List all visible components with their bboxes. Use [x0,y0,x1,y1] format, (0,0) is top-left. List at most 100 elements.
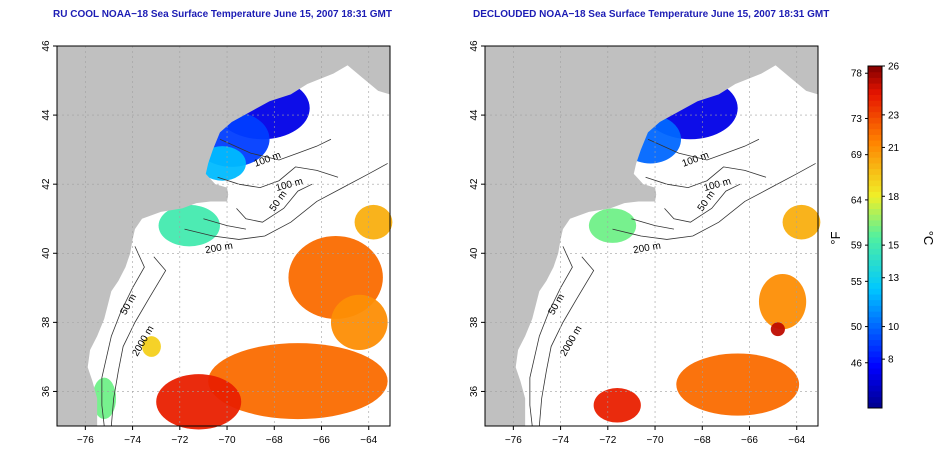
isobath-contour [184,163,388,240]
isobath-contour [631,218,675,230]
sst-patch [156,374,242,430]
contour-label: 200 m [632,241,661,257]
isobath-contour [538,256,595,427]
colorbar-segment [868,362,882,369]
sst-patch [208,343,388,420]
plot-frame [484,45,819,427]
celsius-tick-label: 26 [888,62,900,73]
colorbar-segment [868,168,882,175]
colorbar-segment [868,311,882,318]
sst-patch [758,274,807,330]
isobath-contour [110,256,167,427]
y-tick-label: 44 [41,109,52,121]
fahrenheit-tick-label: 69 [851,150,863,161]
colorbar-segment [868,390,882,398]
sst-patch [676,353,800,416]
sst-patch [354,204,393,240]
y-tick-label: 40 [41,247,52,259]
colorbar-segment [868,345,882,352]
x-tick-label: −74 [124,435,141,446]
colorbar-segment [868,145,882,152]
nova-scotia-land [338,46,390,95]
x-tick-label: −72 [599,435,616,446]
colorbar-segment [868,191,882,198]
colorbar-segment [868,385,882,392]
colorbar-segment [868,174,882,181]
colorbar-segment [868,185,882,192]
x-tick-label: −64 [360,435,377,446]
colorbar-segment [868,351,882,358]
x-tick-label: −68 [694,435,711,446]
left-map-panel: 100 m 100 m 50 m 200 m 50 m 2000 m −76 −74 −72 −7… [41,40,393,446]
colorbar-segment [868,111,882,118]
celsius-tick-label: 23 [888,110,900,121]
y-tick-label: 38 [469,316,480,328]
colorbar-segment [868,71,882,78]
sst-patch [593,388,641,423]
colorbar-segment [868,282,882,289]
colorbar-segment [868,123,882,130]
fahrenheit-tick-label: 78 [851,69,863,80]
x-tick-label: −68 [266,435,283,446]
x-tick-label: −72 [171,435,188,446]
plot-frame [56,45,391,427]
colorbar-segment [868,105,882,113]
colorbar-segment [868,162,882,170]
colorbar-segment [868,248,882,255]
fahrenheit-tick-label: 59 [851,241,863,252]
colorbar-segment [868,356,882,363]
colorbar-segment [868,299,882,306]
y-tick-label: 42 [41,178,52,190]
x-tick-label: −74 [552,435,569,446]
celsius-tick-label: 18 [888,192,900,203]
colorbar-segment [868,77,882,84]
sst-patch [92,377,117,420]
isobath-contour [203,218,247,230]
fahrenheit-tick-label: 73 [851,114,863,125]
colorbar-svg: 26 23 21 18 15 13 10 8 78 73 69 64 59 55 50 46 °F °C [828,62,936,409]
colorbar-segment [868,237,882,244]
y-tick-label: 44 [469,109,480,121]
sst-patch [782,204,821,240]
colorbar-segment [868,396,882,403]
colorbar-frame [867,65,883,409]
isobath-contour [664,183,741,223]
colorbar-segment [868,88,882,95]
y-tick-label: 42 [469,178,480,190]
colorbar-segment [868,339,882,346]
fahrenheit-tick-label: 55 [851,277,863,288]
colorbar-segment [868,83,882,90]
celsius-tick-label: 21 [888,143,900,154]
colorbar-segment [868,208,882,215]
fahrenheit-unit-label: °F [828,231,843,244]
sst-patch [158,204,220,247]
isobath-contour [219,138,332,161]
colorbar-segment [868,254,882,261]
colorbar-segment [868,231,882,238]
x-tick-label: −70 [219,435,236,446]
contour-label: 200 m [204,241,233,257]
x-tick-label: −70 [647,435,664,446]
celsius-tick-label: 10 [888,322,900,333]
x-tick-label: −66 [313,435,330,446]
colorbar-segment [868,276,882,284]
sst-patch [142,336,161,357]
sst-patch [770,322,785,337]
colorbar-segment [868,66,882,73]
y-tick-label: 46 [41,40,52,52]
colorbar-segment [868,197,882,204]
x-tick-label: −66 [741,435,758,446]
colorbar-segment [868,316,882,323]
isobath-contour [236,183,313,223]
colorbar-segment [868,151,882,158]
isobath-contour [101,246,145,427]
colorbar-segment [868,214,882,221]
isobath-contour [529,246,573,427]
land-mass [57,46,365,426]
right-map-panel: 100 m 100 m 50 m 200 m 50 m 2000 m −76 −74 −72 −7… [469,40,821,446]
colorbar-segment [868,180,882,187]
y-tick-label: 46 [469,40,480,52]
colorbar-segment [868,117,882,124]
